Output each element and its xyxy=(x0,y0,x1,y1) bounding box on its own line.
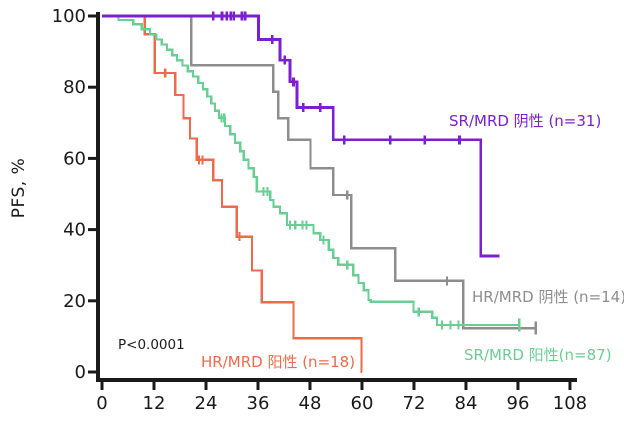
x-tick-label: 72 xyxy=(403,393,426,414)
x-tick-label: 0 xyxy=(96,393,107,414)
y-tick-label: 0 xyxy=(75,362,86,383)
y-tick-label: 80 xyxy=(63,77,86,98)
y-tick-label: 100 xyxy=(52,6,86,27)
x-tick-label: 60 xyxy=(351,393,374,414)
y-tick-label: 40 xyxy=(63,220,86,241)
y-tick-label: 60 xyxy=(63,148,86,169)
km-curve-hr-mrd-negative xyxy=(102,14,536,330)
y-axis-title: PFS, % xyxy=(9,157,29,219)
km-curve-sr-mrd-negative xyxy=(102,14,500,258)
series-label-sr-mrd-negative: SR/MRD 阴性 (n=31) xyxy=(449,112,602,130)
x-tick-label: 36 xyxy=(247,393,270,414)
p-value-annotation: P<0.0001 xyxy=(118,337,185,353)
series-label-hr-mrd-negative: HR/MRD 阴性 (n=14) xyxy=(472,288,624,306)
km-curve-sr-mrd-positive xyxy=(102,14,520,327)
series-label-hr-mrd-positive: HR/MRD 阳性 (n=18) xyxy=(201,353,356,371)
km-curve-hr-mrd-positive xyxy=(102,14,363,374)
x-tick-label: 84 xyxy=(455,393,478,414)
x-tick-label: 96 xyxy=(507,393,530,414)
x-tick-label: 24 xyxy=(195,393,218,414)
x-tick-label: 48 xyxy=(299,393,322,414)
x-tick-label: 12 xyxy=(143,393,166,414)
y-tick-label: 20 xyxy=(63,291,86,312)
x-tick-label: 108 xyxy=(553,393,587,414)
series-label-sr-mrd-positive: SR/MRD 阳性(n=87) xyxy=(464,346,612,364)
